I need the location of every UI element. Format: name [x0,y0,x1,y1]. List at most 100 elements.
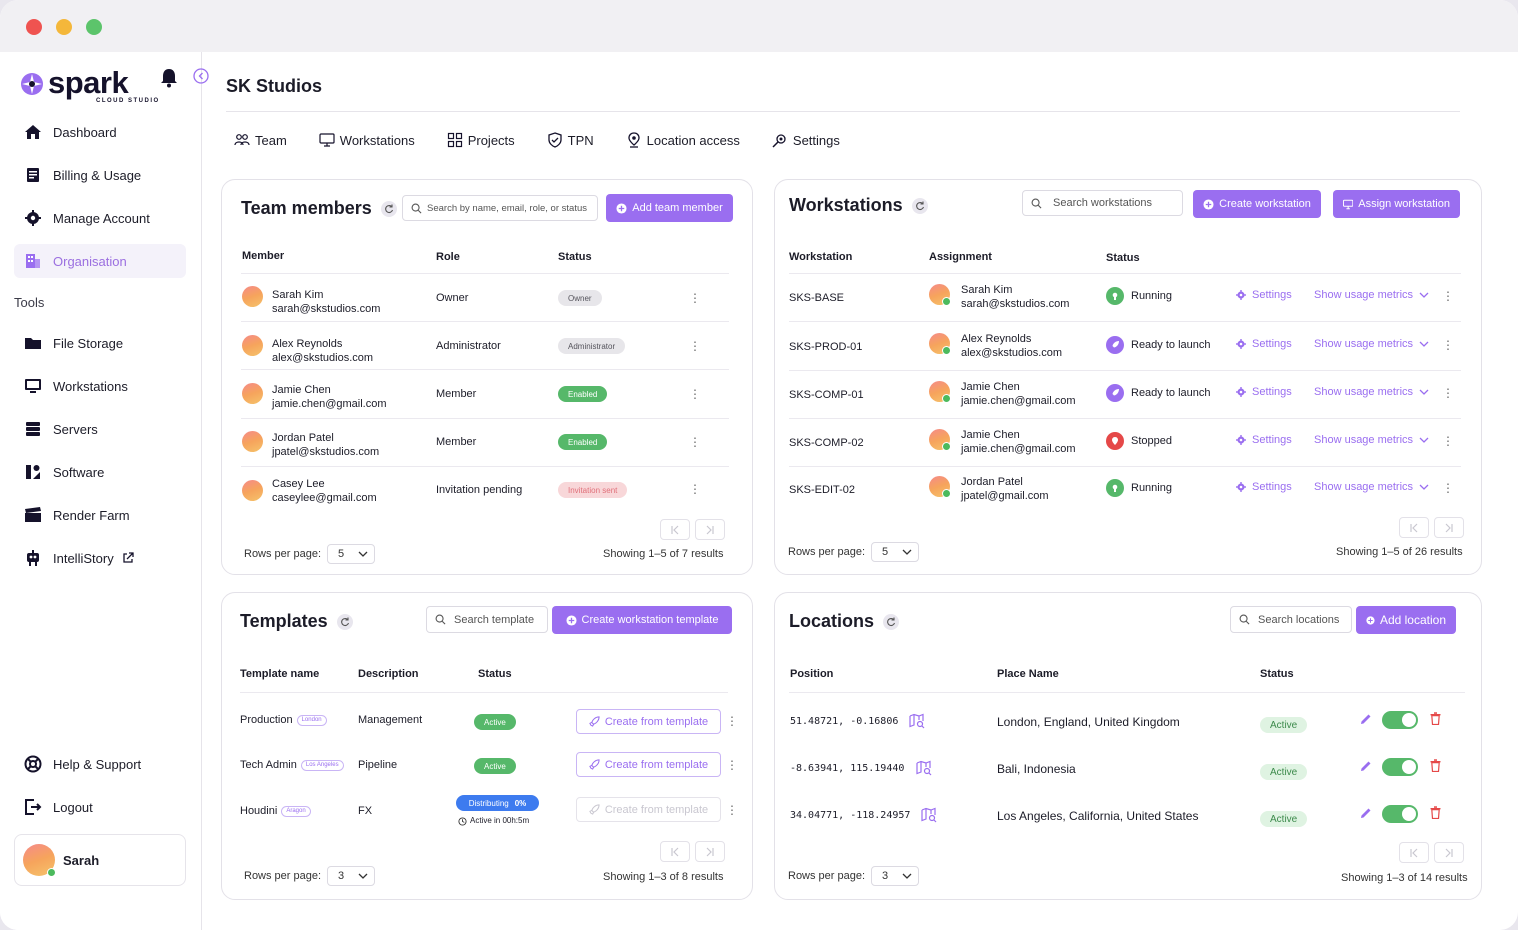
refresh-icon[interactable] [336,613,353,630]
more-options-icon[interactable]: ⋮ [689,387,701,401]
create-from-template-button[interactable]: Create from template [576,797,721,822]
close-window-button[interactable] [26,19,42,35]
more-options-icon[interactable]: ⋮ [1442,289,1454,303]
rows-per-page: Rows per page: 5 [788,542,920,562]
more-options-icon[interactable]: ⋮ [726,758,738,772]
location-enabled-toggle[interactable] [1382,805,1418,823]
refresh-icon[interactable] [911,197,928,214]
sidebar-item-software[interactable]: Software [14,455,186,489]
sidebar-item-help-support[interactable]: Help & Support [14,747,186,781]
more-options-icon[interactable]: ⋮ [1442,434,1454,448]
workstation-settings-link[interactable]: Settings [1236,338,1292,350]
more-options-icon[interactable]: ⋮ [689,339,701,353]
distributing-badge: Distributing 0% [456,795,539,811]
create-from-template-button[interactable]: Create from template [576,709,721,734]
online-indicator [942,346,951,355]
prev-page-button[interactable] [1399,842,1429,863]
more-options-icon[interactable]: ⋮ [1442,338,1454,352]
more-options-icon[interactable]: ⋮ [1442,386,1454,400]
edit-pencil-icon[interactable] [1360,760,1372,772]
minimize-window-button[interactable] [56,19,72,35]
map-search-icon[interactable] [921,807,937,823]
sidebar-item-workstations[interactable]: Workstations [14,369,186,403]
assign-workstation-button[interactable]: Assign workstation [1333,190,1460,218]
plus-circle-icon [1203,198,1214,210]
next-page-button[interactable] [695,841,725,862]
maximize-window-button[interactable] [86,19,102,35]
more-options-icon[interactable]: ⋮ [689,482,701,496]
tab-team[interactable]: Team [234,132,287,148]
more-options-icon[interactable]: ⋮ [726,714,738,728]
rows-per-page-select[interactable]: 3 [327,866,376,886]
collapse-sidebar-icon[interactable] [193,68,209,84]
rows-per-page-select[interactable]: 3 [871,866,920,886]
sidebar-item-dashboard[interactable]: Dashboard [14,115,186,149]
prev-page-button[interactable] [660,841,690,862]
map-search-icon[interactable] [916,760,932,776]
more-options-icon[interactable]: ⋮ [689,291,701,305]
next-page-button[interactable] [1434,517,1464,538]
workstation-settings-link[interactable]: Settings [1236,386,1292,398]
show-usage-metrics-toggle[interactable]: Show usage metrics [1314,481,1429,493]
sidebar-item-billing[interactable]: Billing & Usage [14,158,186,192]
more-options-icon[interactable]: ⋮ [1442,481,1454,495]
user-profile-card[interactable]: Sarah [14,834,186,886]
team-search-input[interactable]: Search by name, email, role, or status [402,195,598,221]
workstation-search-input[interactable]: Search workstations [1022,190,1183,216]
member-email: jamie.chen@gmail.com [272,398,387,410]
create-workstation-button[interactable]: Create workstation [1193,190,1321,218]
workstation-settings-link[interactable]: Settings [1236,481,1292,493]
workstation-settings-link[interactable]: Settings [1236,434,1292,446]
add-location-button[interactable]: Add location [1356,606,1456,634]
sidebar-item-manage-account[interactable]: Manage Account [14,201,186,235]
sidebar-item-intellistory[interactable]: IntelliStory [14,541,186,575]
map-search-icon[interactable] [909,713,925,729]
tab-workstations[interactable]: Workstations [319,132,415,148]
next-page-button[interactable] [1434,842,1464,863]
tab-settings[interactable]: Settings [772,132,840,148]
show-usage-metrics-toggle[interactable]: Show usage metrics [1314,434,1429,446]
trash-icon[interactable] [1430,806,1441,819]
sidebar-item-file-storage[interactable]: File Storage [14,326,186,360]
add-team-member-button[interactable]: Add team member [606,194,733,222]
divider [789,370,1461,371]
trash-icon[interactable] [1430,712,1441,725]
rocket-icon [589,716,600,727]
card-title: Workstations [789,195,928,216]
workstation-status: Ready to launch [1106,336,1211,354]
sidebar-item-render-farm[interactable]: Render Farm [14,498,186,532]
show-usage-metrics-toggle[interactable]: Show usage metrics [1314,338,1429,350]
create-workstation-template-button[interactable]: Create workstation template [552,606,732,634]
prev-page-button[interactable] [1399,517,1429,538]
sidebar-item-organisation[interactable]: Organisation [14,244,186,278]
location-enabled-toggle[interactable] [1382,711,1418,729]
bell-icon[interactable] [160,68,178,88]
tab-tpn[interactable]: TPN [547,132,594,148]
sidebar-item-logout[interactable]: Logout [14,790,186,824]
tab-projects[interactable]: Projects [447,132,515,148]
edit-pencil-icon[interactable] [1360,807,1372,819]
show-usage-metrics-toggle[interactable]: Show usage metrics [1314,289,1429,301]
trash-icon[interactable] [1430,759,1441,772]
refresh-icon[interactable] [883,613,900,630]
show-usage-metrics-toggle[interactable]: Show usage metrics [1314,386,1429,398]
workstation-settings-link[interactable]: Settings [1236,289,1292,301]
sidebar-item-servers[interactable]: Servers [14,412,186,446]
tab-location-access[interactable]: Location access [626,132,740,148]
edit-pencil-icon[interactable] [1360,713,1372,725]
more-options-icon[interactable]: ⋮ [726,803,738,817]
location-search-input[interactable]: Search locations [1230,606,1352,633]
coordinates: -8.63941, 115.19440 [790,763,905,774]
templates-card: Templates Search template Create worksta… [221,592,753,900]
col-header-place-name: Place Name [997,668,1059,680]
next-page-button[interactable] [695,519,725,540]
refresh-icon[interactable] [380,200,397,217]
prev-page-button[interactable] [660,519,690,540]
rows-per-page-select[interactable]: 5 [327,544,376,564]
rows-per-page-select[interactable]: 5 [871,542,920,562]
logo[interactable]: spark CLOUD STUDIO [18,67,158,104]
create-from-template-button[interactable]: Create from template [576,752,721,777]
location-enabled-toggle[interactable] [1382,758,1418,776]
more-options-icon[interactable]: ⋮ [689,435,701,449]
template-search-input[interactable]: Search template [426,606,548,633]
